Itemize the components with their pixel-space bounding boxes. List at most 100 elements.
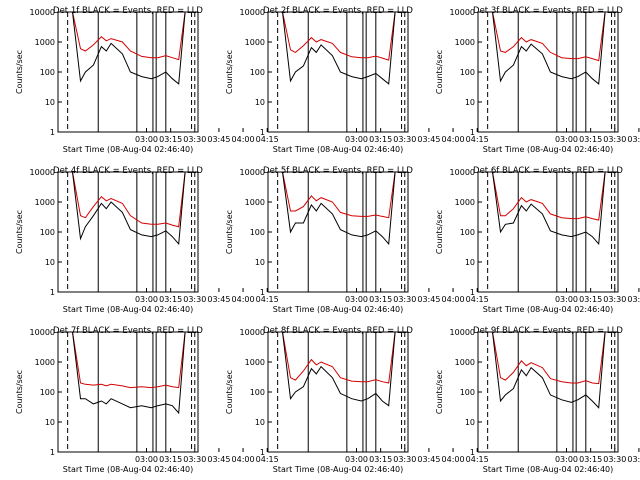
- y-tick-label: 1000: [245, 358, 265, 367]
- y-tick-label: 1000: [455, 198, 475, 207]
- x-axis-label: Start Time (08-Aug-04 02:46:40): [483, 305, 614, 314]
- panel-title: Det 8f BLACK = Events, RED = LLD: [263, 326, 413, 336]
- y-tick-label: 1: [260, 448, 265, 457]
- y-tick-label: 1: [470, 288, 475, 297]
- x-tick-label: 04:00: [232, 135, 255, 144]
- detector-panel-1: 03:00 03:15 03:30 03:45 04:00 04:151101001000…: [15, 6, 279, 154]
- x-tick-label: 04:15: [466, 135, 489, 144]
- x-tick-label: 04:15: [466, 455, 489, 464]
- y-tick-label: 10: [255, 98, 265, 107]
- panel-title: Det 3f BLACK = Events, RED = LLD: [473, 6, 623, 16]
- panel-title: Det 1f BLACK = Events, RED = LLD: [53, 6, 203, 16]
- x-tick-label: 04:00: [442, 295, 465, 304]
- y-axis-label: Counts/sec: [435, 210, 444, 254]
- y-tick-label: 10: [465, 98, 475, 107]
- x-tick-label: 03:30: [603, 455, 626, 464]
- y-tick-label: 1: [50, 448, 55, 457]
- y-axis-label: Counts/sec: [225, 50, 234, 94]
- events-series-line: [271, 171, 405, 246]
- events-series-line: [61, 171, 195, 246]
- y-tick-label: 10000: [450, 8, 475, 17]
- x-axis-label: Start Time (08-Aug-04 02:46:40): [273, 465, 404, 474]
- x-tick-label: 03:00: [555, 135, 578, 144]
- y-tick-label: 100: [460, 388, 475, 397]
- y-axis-label: Counts/sec: [225, 370, 234, 414]
- lld-series-line: [481, 331, 615, 385]
- y-tick-label: 1: [260, 288, 265, 297]
- y-tick-label: 1000: [35, 38, 55, 47]
- x-tick-label: 03:30: [393, 135, 416, 144]
- y-tick-label: 1: [260, 128, 265, 137]
- x-tick-label: 03:45: [627, 135, 640, 144]
- panel-title: Det 6f BLACK = Events, RED = LLD: [473, 166, 623, 176]
- plot-frame: [57, 171, 199, 293]
- x-tick-label: 03:30: [393, 295, 416, 304]
- y-tick-label: 100: [40, 228, 55, 237]
- events-series-line: [61, 331, 195, 415]
- y-tick-label: 100: [460, 228, 475, 237]
- x-tick-label: 03:15: [369, 295, 392, 304]
- x-tick-label: 03:15: [159, 135, 182, 144]
- panel-title: Det 9f BLACK = Events, RED = LLD: [473, 326, 623, 336]
- detector-panel-8: 03:00 03:15 03:30 03:45 04:00 04:151101001000…: [225, 326, 489, 474]
- events-series-line: [481, 171, 615, 246]
- x-axis-label: Start Time (08-Aug-04 02:46:40): [483, 465, 614, 474]
- detector-panel-5: 03:00 03:15 03:30 03:45 04:00 04:151101001000…: [225, 166, 489, 314]
- events-series-line: [271, 11, 405, 85]
- x-tick-label: 04:00: [442, 455, 465, 464]
- y-tick-label: 1: [50, 128, 55, 137]
- y-tick-label: 1000: [455, 358, 475, 367]
- y-tick-label: 10000: [240, 328, 265, 337]
- y-tick-label: 10000: [240, 168, 265, 177]
- plot-frame: [477, 171, 619, 293]
- events-series-line: [481, 331, 615, 409]
- lld-series-line: [271, 331, 405, 384]
- x-tick-label: 03:30: [603, 135, 626, 144]
- x-axis-label: Start Time (08-Aug-04 02:46:40): [273, 145, 404, 154]
- x-tick-label: 04:00: [232, 455, 255, 464]
- x-tick-label: 03:00: [345, 135, 368, 144]
- y-tick-label: 1000: [455, 38, 475, 47]
- x-tick-label: 03:15: [579, 295, 602, 304]
- x-tick-label: 03:00: [135, 135, 158, 144]
- y-axis-label: Counts/sec: [15, 210, 24, 254]
- x-tick-label: 03:45: [207, 455, 230, 464]
- y-tick-label: 100: [250, 228, 265, 237]
- y-tick-label: 1000: [35, 358, 55, 367]
- x-axis-label: Start Time (08-Aug-04 02:46:40): [63, 465, 194, 474]
- y-tick-label: 10: [255, 418, 265, 427]
- x-tick-label: 04:15: [256, 135, 279, 144]
- x-tick-label: 03:45: [417, 135, 440, 144]
- y-tick-label: 100: [40, 68, 55, 77]
- lld-series-line: [271, 11, 405, 61]
- y-tick-label: 10000: [240, 8, 265, 17]
- x-tick-label: 03:30: [603, 295, 626, 304]
- lld-series-line: [61, 11, 195, 61]
- x-tick-label: 03:30: [183, 135, 206, 144]
- plot-frame: [57, 331, 199, 453]
- y-tick-label: 100: [250, 68, 265, 77]
- y-axis-label: Counts/sec: [15, 370, 24, 414]
- y-tick-label: 10: [465, 418, 475, 427]
- y-tick-label: 100: [40, 388, 55, 397]
- y-tick-label: 10000: [30, 8, 55, 17]
- y-tick-label: 10000: [450, 328, 475, 337]
- y-tick-label: 1: [50, 288, 55, 297]
- x-tick-label: 03:45: [417, 295, 440, 304]
- y-tick-label: 1: [470, 448, 475, 457]
- x-tick-label: 03:00: [135, 455, 158, 464]
- y-tick-label: 100: [250, 388, 265, 397]
- y-tick-label: 10: [255, 258, 265, 267]
- y-tick-label: 1000: [245, 38, 265, 47]
- lld-series-line: [481, 171, 615, 221]
- y-axis-label: Counts/sec: [435, 50, 444, 94]
- detector-panel-7: 03:00 03:15 03:30 03:45 04:00 04:151101001000…: [15, 326, 279, 474]
- x-tick-label: 03:45: [207, 135, 230, 144]
- x-tick-label: 03:30: [393, 455, 416, 464]
- y-tick-label: 1000: [245, 198, 265, 207]
- x-tick-label: 03:00: [345, 295, 368, 304]
- y-axis-label: Counts/sec: [435, 370, 444, 414]
- x-axis-label: Start Time (08-Aug-04 02:46:40): [483, 145, 614, 154]
